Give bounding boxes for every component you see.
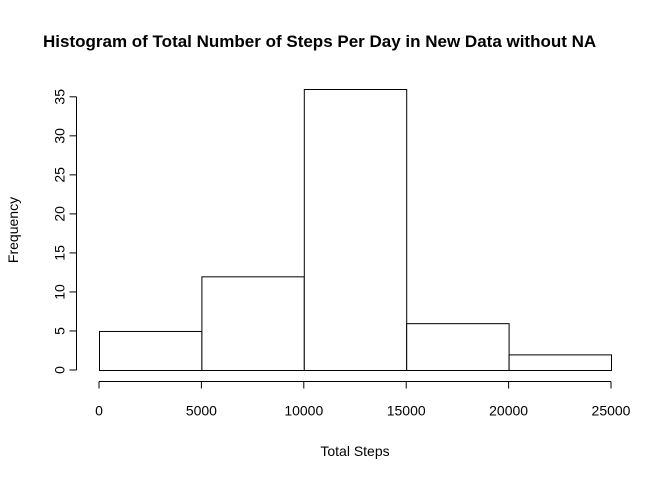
x-tick-label-1: 5000: [186, 403, 217, 419]
y-axis: 0 5 10 15 20 25 30 35: [52, 89, 77, 374]
x-tick-label-2: 10000: [284, 403, 323, 419]
histogram-bar-3: [406, 323, 510, 371]
y-tick-label-3: 15: [52, 245, 68, 261]
y-axis-label: Frequency: [5, 197, 21, 263]
y-tick-label-6: 30: [52, 128, 68, 144]
x-axis: 0 5000 10000 15000 20000 25000: [95, 381, 631, 419]
x-axis-label: Total Steps: [320, 443, 389, 459]
histogram-bar-2: [303, 89, 408, 371]
histogram-bar-1: [201, 276, 305, 372]
x-tick-label-0: 0: [95, 403, 103, 419]
histogram-bar-4: [508, 354, 613, 371]
x-tick-label-3: 15000: [387, 403, 426, 419]
histogram-bar-0: [99, 330, 203, 372]
y-tick-label-5: 25: [52, 167, 68, 183]
y-tick-label-0: 0: [52, 366, 68, 374]
y-tick-label-7: 35: [52, 89, 68, 105]
y-tick-label-2: 10: [52, 284, 68, 300]
y-tick-label-1: 5: [52, 327, 68, 335]
y-tick-label-4: 20: [52, 206, 68, 222]
x-tick-label-5: 25000: [592, 403, 631, 419]
bars-group: [99, 89, 613, 372]
x-tick-label-4: 20000: [489, 403, 528, 419]
chart-title: Histogram of Total Number of Steps Per D…: [43, 32, 596, 51]
